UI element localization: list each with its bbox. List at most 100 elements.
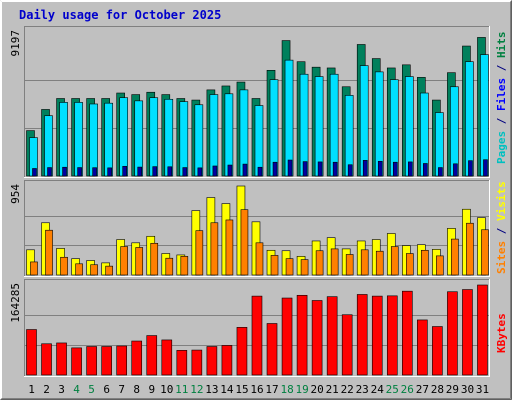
bar-kbytes: 52000 [206, 346, 218, 376]
bar-files: 4650 [104, 102, 113, 177]
bar-sites: 305 [390, 246, 399, 276]
bar-sites: 190 [60, 256, 68, 276]
bar-kbytes: 100500 [417, 319, 428, 376]
bar-pages: 700 [227, 164, 233, 177]
bar-pages: 560 [62, 166, 67, 177]
legend-part: Pages [495, 131, 508, 164]
panel-1: 2900245048042503850540495047005604950470… [9, 26, 508, 178]
bar-sites: 280 [330, 248, 339, 276]
bar-kbytes: 140500 [281, 297, 293, 376]
bar-sites: 385 [451, 238, 459, 276]
legend-part: Sites [495, 241, 508, 274]
y-axis-max-label: 954 [9, 184, 22, 204]
bar-pages: 900 [408, 161, 413, 177]
chart-panels: 2900245048042503850540495047005604950470… [9, 26, 508, 377]
bar-sites: 95 [105, 265, 113, 276]
bar-sites: 260 [315, 250, 324, 276]
bar-pages: 780 [453, 163, 458, 177]
legend-part: Files [495, 78, 508, 111]
bar-kbytes: 144500 [386, 295, 398, 376]
bar-pages: 940 [377, 160, 383, 177]
bar-files: 6350 [314, 76, 324, 177]
bar-sites: 200 [180, 256, 189, 276]
bar-sites: 255 [375, 250, 384, 276]
bar-files: 5700 [450, 86, 459, 177]
bar-pages: 640 [212, 165, 218, 177]
bar-files: 6500 [329, 73, 339, 177]
bar-files: 7050 [359, 65, 369, 177]
bar-kbytes: 87000 [236, 327, 248, 376]
bar-sites: 295 [135, 247, 144, 276]
bar-kbytes: 64000 [161, 339, 173, 376]
bar-files: 5000 [119, 97, 128, 177]
x-tick-label: 3 [58, 383, 65, 396]
bar-sites: 480 [45, 229, 53, 276]
bar-kbytes: 94000 [266, 323, 278, 376]
chart-title: Daily usage for October 2025 [19, 8, 221, 22]
bar-files: 4800 [134, 100, 144, 177]
bar-pages: 880 [272, 161, 278, 177]
bar-kbytes: 110000 [341, 314, 353, 376]
x-tick-label: 10 [160, 383, 173, 396]
bar-kbytes: 164285 [477, 284, 488, 376]
bar-sites: 175 [285, 258, 294, 276]
x-tick-label: 19 [295, 383, 308, 396]
bar-sites: 165 [300, 259, 309, 276]
x-tick-label: 22 [341, 383, 354, 396]
x-tick-label: 9 [148, 383, 155, 396]
legend-part: / [495, 221, 508, 241]
bar-files: 4750 [179, 101, 189, 177]
bar-sites: 220 [345, 254, 354, 276]
bar-sites: 180 [165, 257, 174, 276]
bar-pages: 540 [438, 167, 443, 177]
legend-part: / [495, 111, 508, 131]
bar-pages: 920 [302, 161, 308, 177]
y-axis-max-label: 9197 [9, 30, 22, 57]
bar-kbytes: 136000 [311, 300, 323, 376]
x-tick-label: 18 [280, 383, 293, 396]
bar-kbytes: 143000 [326, 296, 338, 376]
bar-pages: 620 [122, 165, 127, 177]
bar-files: 6150 [389, 79, 399, 177]
bar-kbytes: 152000 [447, 291, 458, 376]
x-tick-label: 2 [43, 383, 50, 396]
x-tick-label: 20 [310, 383, 323, 396]
bar-kbytes: 145500 [296, 294, 308, 376]
bar-sites: 230 [406, 253, 414, 276]
x-tick-label: 29 [446, 383, 459, 396]
legend-part: Hits [495, 32, 508, 59]
bar-files: 4700 [59, 102, 68, 177]
bar-files: 5000 [149, 97, 159, 177]
bar-kbytes: 153000 [402, 290, 413, 376]
bar-sites: 305 [120, 246, 128, 276]
bar-pages: 570 [137, 166, 143, 177]
bar-pages: 590 [167, 166, 173, 177]
bar-sites: 475 [195, 230, 204, 276]
legend-part: Visits [495, 181, 508, 221]
x-tick-label: 5 [88, 383, 95, 396]
x-tick-label: 30 [461, 383, 474, 396]
bar-sites: 210 [270, 255, 279, 276]
bar-pages: 880 [332, 161, 338, 177]
x-tick-label: 4 [73, 383, 80, 396]
x-tick-label: 24 [371, 383, 385, 396]
bar-kbytes: 147000 [356, 294, 368, 376]
bar-pages: 540 [182, 167, 188, 177]
bar-files: 7300 [465, 61, 474, 177]
bar-sites: 700 [240, 209, 249, 276]
bar-pages: 980 [468, 160, 473, 177]
bar-files: 6650 [374, 71, 384, 177]
bar-sites: 555 [466, 222, 474, 276]
x-tick-label: 14 [220, 383, 234, 396]
x-tick-label: 1 [28, 383, 35, 396]
x-tick-label: 27 [416, 383, 429, 396]
bar-kbytes: 58500 [56, 342, 67, 376]
bar-pages: 880 [392, 161, 398, 177]
bar-sites: 140 [30, 261, 38, 276]
bar-files: 6150 [269, 79, 279, 177]
bar-files: 7750 [480, 54, 489, 177]
x-tick-label: 13 [205, 383, 218, 396]
bar-kbytes: 156000 [462, 289, 473, 376]
bar-pages: 600 [152, 166, 158, 177]
panel-2: 2701405604802851901751201551101309538030… [9, 180, 508, 277]
